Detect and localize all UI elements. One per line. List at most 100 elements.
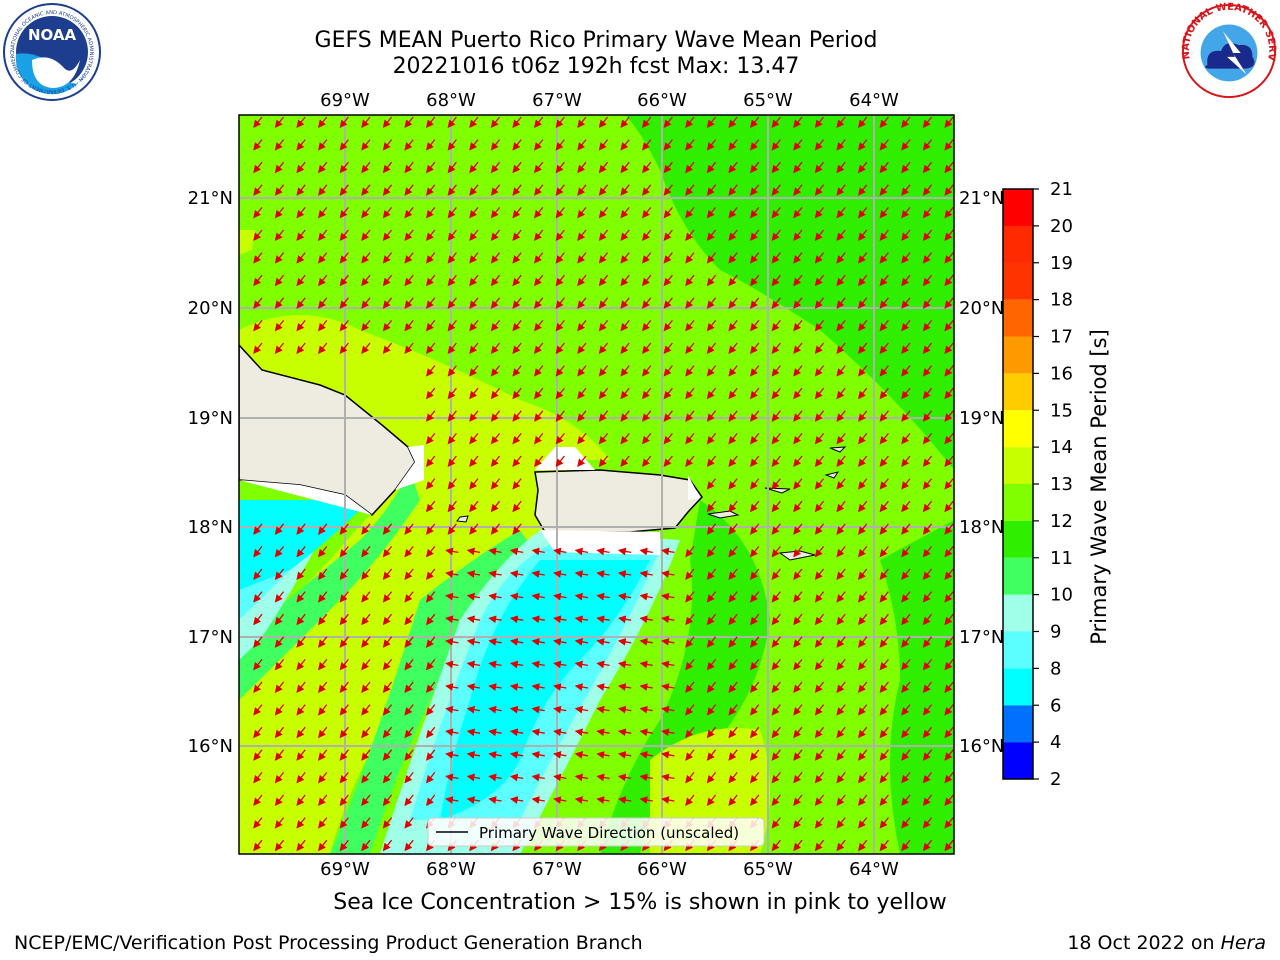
wave-direction-arrow xyxy=(728,387,738,400)
wave-direction-arrow xyxy=(361,681,371,694)
wave-direction-arrow xyxy=(598,116,609,129)
wave-direction-arrow xyxy=(469,500,479,513)
wave-direction-arrow xyxy=(317,139,328,151)
wave-direction-arrow xyxy=(488,592,502,601)
wave-direction-arrow xyxy=(685,365,695,377)
wave-direction-arrow xyxy=(555,319,565,332)
wave-direction-arrow xyxy=(793,410,803,422)
wave-direction-arrow xyxy=(317,839,328,852)
wave-direction-arrow xyxy=(771,116,781,129)
legend-label: Primary Wave Direction (unscaled) xyxy=(479,824,739,842)
wave-direction-arrow xyxy=(555,432,565,445)
wave-direction-arrow xyxy=(771,681,781,694)
colorbar-segment xyxy=(1003,594,1033,632)
wave-direction-arrow xyxy=(879,455,889,468)
wave-direction-arrow xyxy=(553,570,567,578)
wave-direction-arrow xyxy=(771,500,781,513)
wave-direction-arrow xyxy=(836,681,846,694)
wave-direction-arrow xyxy=(639,570,653,578)
wave-direction-arrow xyxy=(361,591,371,603)
wave-direction-arrow xyxy=(857,658,868,671)
wave-direction-arrow xyxy=(445,615,459,624)
wave-direction-arrow xyxy=(490,342,501,355)
wave-direction-arrow xyxy=(901,839,911,852)
noaa-logo-text: NOAA xyxy=(28,26,77,44)
wave-direction-arrow xyxy=(317,523,328,535)
wave-direction-arrow xyxy=(749,161,760,174)
wave-direction-arrow xyxy=(425,410,436,422)
wave-direction-arrow xyxy=(641,365,652,377)
wave-direction-arrow xyxy=(553,683,567,691)
wave-direction-arrow xyxy=(663,252,673,264)
wave-direction-arrow xyxy=(944,839,954,852)
wave-direction-arrow xyxy=(706,478,717,490)
wave-direction-arrow xyxy=(382,704,393,716)
wave-direction-arrow xyxy=(771,252,781,264)
wave-direction-arrow xyxy=(253,817,263,829)
colorbar-tick-label: 10 xyxy=(1050,585,1073,606)
wave-direction-arrow xyxy=(620,387,630,400)
wave-direction-arrow xyxy=(857,817,868,829)
wave-direction-arrow xyxy=(555,455,565,468)
footer-machine: Hera xyxy=(1220,932,1266,954)
wave-direction-arrow xyxy=(466,547,481,556)
wave-direction-arrow xyxy=(488,638,502,646)
wave-direction-arrow xyxy=(274,704,285,716)
wave-direction-arrow xyxy=(339,726,349,739)
wave-direction-arrow xyxy=(661,570,675,578)
colorbar-segment xyxy=(1003,631,1033,669)
wave-direction-arrow xyxy=(749,387,760,400)
wave-direction-arrow xyxy=(577,252,587,264)
wave-direction-arrow xyxy=(836,252,846,264)
wave-direction-arrow xyxy=(749,681,760,694)
wave-direction-arrow xyxy=(728,749,738,761)
wave-direction-arrow xyxy=(253,252,263,264)
wave-direction-arrow xyxy=(361,252,371,264)
wave-direction-arrow xyxy=(814,568,825,581)
wave-direction-arrow xyxy=(382,297,393,309)
wave-direction-arrow xyxy=(663,410,673,422)
wave-direction-arrow xyxy=(339,252,349,264)
wave-direction-arrow xyxy=(533,139,544,151)
wave-direction-arrow xyxy=(685,116,695,129)
wave-direction-arrow xyxy=(728,342,738,355)
wave-direction-arrow xyxy=(274,319,285,332)
wave-direction-arrow xyxy=(922,387,933,400)
wave-direction-arrow xyxy=(469,297,479,309)
wave-direction-arrow xyxy=(447,432,457,445)
wave-direction-arrow xyxy=(663,387,673,400)
wave-direction-arrow xyxy=(836,116,846,129)
wave-direction-arrow xyxy=(749,726,760,739)
wave-direction-arrow xyxy=(836,591,846,603)
wave-direction-arrow xyxy=(901,568,911,581)
wave-direction-arrow xyxy=(922,184,933,196)
wave-direction-arrow xyxy=(596,683,610,691)
wave-direction-arrow xyxy=(879,839,889,852)
wave-direction-arrow xyxy=(944,568,954,581)
wave-direction-arrow xyxy=(296,297,306,309)
wave-direction-arrow xyxy=(533,387,544,400)
wave-direction-arrow xyxy=(361,184,371,196)
wave-direction-arrow xyxy=(814,274,825,287)
wave-direction-arrow xyxy=(490,252,501,264)
wave-direction-arrow xyxy=(685,274,695,287)
wave-direction-arrow xyxy=(901,206,911,219)
wave-direction-arrow xyxy=(641,139,652,151)
wave-direction-arrow xyxy=(685,545,695,558)
wave-direction-arrow xyxy=(685,749,695,761)
wave-direction-arrow xyxy=(771,658,781,671)
wave-direction-arrow xyxy=(382,545,393,558)
wave-direction-arrow xyxy=(598,139,609,151)
wave-direction-arrow xyxy=(488,773,502,782)
wave-direction-arrow xyxy=(771,704,781,716)
wave-direction-arrow xyxy=(574,547,589,556)
wave-direction-arrow xyxy=(922,410,933,422)
wave-direction-arrow xyxy=(857,478,868,490)
wave-direction-arrow xyxy=(639,615,653,624)
wave-direction-arrow xyxy=(879,726,889,739)
wave-direction-arrow xyxy=(425,365,436,377)
wave-direction-arrow xyxy=(944,319,954,332)
wave-direction-arrow xyxy=(490,139,501,151)
wave-direction-arrow xyxy=(814,229,825,242)
wave-direction-arrow xyxy=(490,319,501,332)
